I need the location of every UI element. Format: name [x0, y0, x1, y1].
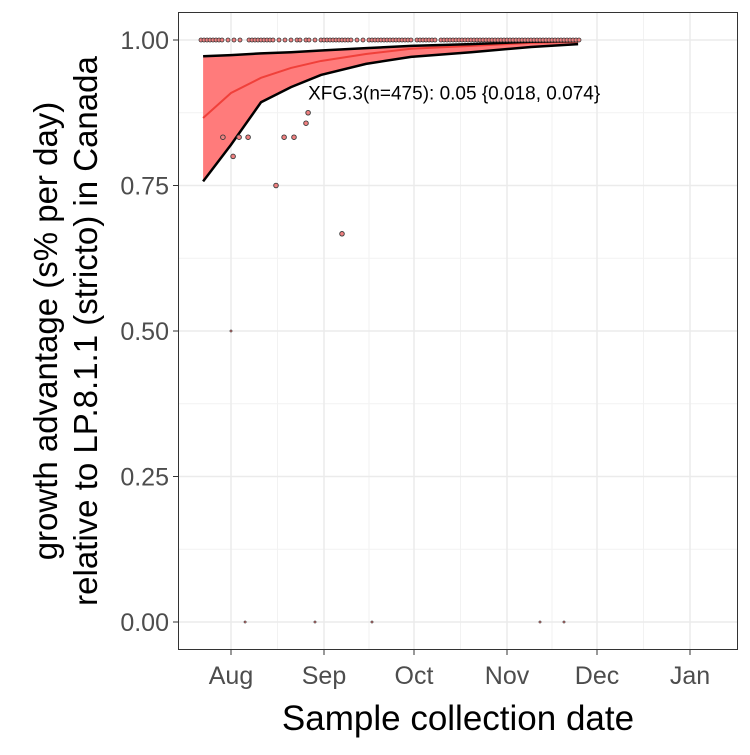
- data-point: [291, 134, 297, 140]
- marks: [198, 37, 582, 624]
- y-tick-label: 0.25: [120, 464, 169, 492]
- y-axis-label-line2: relative to LP.8.1.1 (stricto) in Canada: [67, 56, 104, 606]
- data-point: [273, 182, 279, 189]
- data-point: [339, 231, 345, 237]
- data-point: [282, 37, 288, 43]
- upper-bound-line: [203, 39, 579, 58]
- data-point: [305, 109, 311, 116]
- data-point: [306, 37, 312, 43]
- data-point-small: [313, 620, 317, 624]
- data-point-small: [562, 620, 566, 624]
- y-axis-label-line1: growth advantage (s% per day): [27, 102, 64, 561]
- confidence-ribbon: [203, 41, 579, 182]
- x-tick-label: Jan: [670, 662, 710, 690]
- data-point-small: [229, 329, 233, 333]
- y-tick-label: 0.75: [120, 173, 169, 201]
- data-point: [245, 134, 251, 140]
- data-point: [288, 37, 294, 43]
- data-point: [312, 37, 318, 43]
- x-tick-label: Oct: [395, 662, 434, 690]
- data-point: [219, 37, 225, 43]
- y-tick-label: 1.00: [120, 27, 169, 55]
- data-point: [408, 37, 414, 43]
- data-point: [432, 37, 438, 43]
- annotation: XFG.3(n=475): 0.05 {0.018, 0.074}: [308, 83, 600, 104]
- data-point: [230, 153, 236, 160]
- data-point: [270, 37, 276, 43]
- data-point: [354, 37, 360, 43]
- ticks: 0.00 0.25 0.50 0.75 1.00 Aug Sep Oct Nov Dec Jan: [120, 27, 710, 690]
- data-point: [297, 37, 303, 43]
- y-tick-label: 0.50: [120, 318, 169, 346]
- data-point: [225, 37, 231, 43]
- x-tick-label: Sep: [302, 662, 346, 690]
- data-point: [237, 37, 243, 43]
- data-point: [348, 37, 354, 43]
- data-point: [231, 37, 237, 43]
- y-tick-label: 0.00: [120, 609, 169, 637]
- data-point: [236, 134, 242, 140]
- data-point: [281, 134, 287, 140]
- x-tick-label: Dec: [575, 662, 619, 690]
- data-point-small: [538, 620, 542, 624]
- data-point: [360, 37, 366, 43]
- data-point-small: [243, 620, 247, 624]
- data-point: [220, 134, 226, 140]
- fit-mean-line: [202, 40, 579, 119]
- x-tick-label: Nov: [485, 662, 530, 690]
- x-tick-label: Aug: [209, 662, 253, 690]
- x-axis-label: Sample collection date: [282, 699, 634, 738]
- data-point-small: [370, 620, 374, 624]
- data-point: [303, 120, 309, 126]
- data-point: [276, 37, 282, 43]
- lower-bound-line: [202, 42, 579, 183]
- data-point: [576, 37, 582, 43]
